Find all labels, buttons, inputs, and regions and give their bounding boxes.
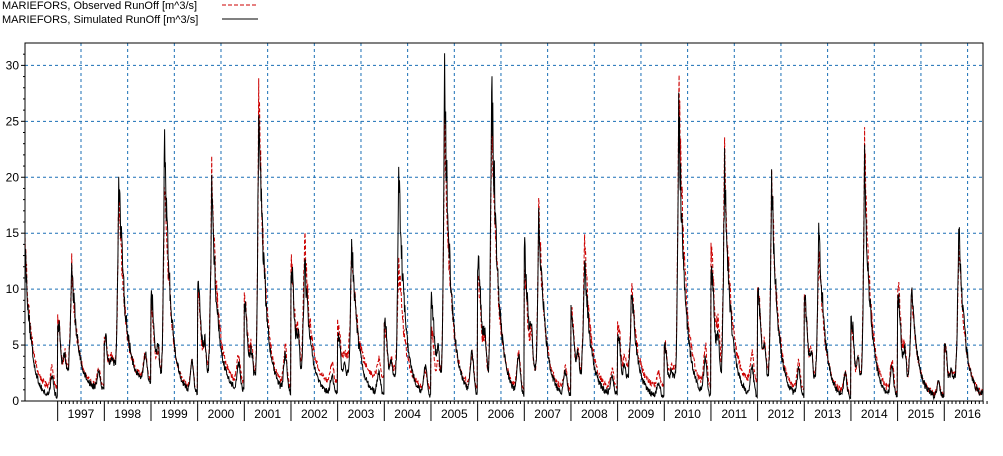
legend: MARIEFORS, Observed RunOff [m^3/s] MARIE… [2, 0, 258, 26]
simulated-runoff-line [24, 53, 984, 401]
y-tick-label: 25 [6, 114, 20, 128]
x-tick-label: 2000 [208, 407, 235, 421]
x-tick-label: 2002 [301, 407, 328, 421]
x-tick-label: 2014 [861, 407, 888, 421]
x-tick-label: 2007 [534, 407, 561, 421]
x-tick-label: 2001 [254, 407, 281, 421]
y-axis-ticks: 0 5 10 15 20 25 30 [6, 53, 25, 408]
x-tick-label: 2011 [721, 407, 747, 421]
x-axis-ticks: 1997 1998 1999 2000 2001 2002 2003 2004 2005 2006… [57, 401, 988, 421]
x-tick-label: 2008 [581, 407, 608, 421]
x-tick-label: 2006 [488, 407, 515, 421]
x-tick-label: 2016 [954, 407, 981, 421]
x-tick-label: 2004 [394, 407, 421, 421]
x-tick-label: 2010 [674, 407, 701, 421]
x-tick-label: 1999 [161, 407, 188, 421]
y-tick-label: 30 [6, 58, 20, 72]
y-tick-label: 5 [12, 338, 19, 352]
x-tick-label: 1998 [114, 407, 141, 421]
x-tick-label: 2003 [348, 407, 375, 421]
y-tick-label: 20 [6, 170, 20, 184]
x-tick-label: 2009 [628, 407, 655, 421]
y-tick-label: 10 [6, 282, 20, 296]
x-tick-label: 2013 [814, 407, 841, 421]
y-tick-label: 0 [12, 394, 19, 408]
series-lines [24, 53, 984, 401]
y-tick-label: 15 [6, 226, 20, 240]
grid [25, 43, 983, 401]
x-tick-label: 2015 [908, 407, 935, 421]
legend-label-simulated: MARIEFORS, Simulated RunOff [m^3/s] [2, 14, 198, 26]
x-tick-label: 1997 [68, 407, 95, 421]
x-tick-label: 2012 [768, 407, 795, 421]
legend-label-observed: MARIEFORS, Observed RunOff [m^3/s] [2, 0, 197, 12]
x-tick-label: 2005 [441, 407, 468, 421]
